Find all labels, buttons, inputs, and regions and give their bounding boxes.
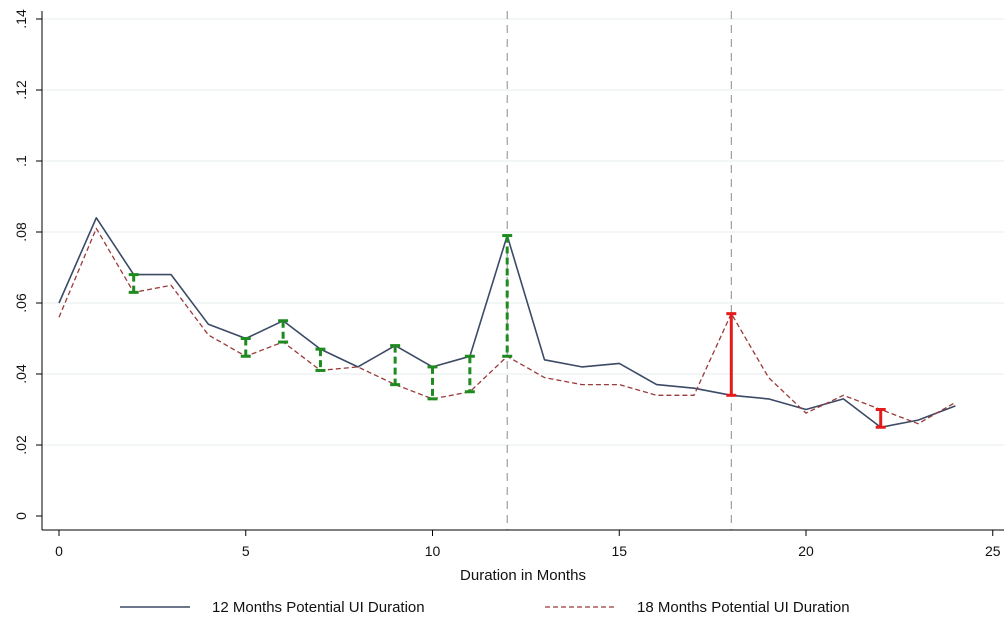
difference-bar — [875, 408, 886, 429]
x-tick-label: 5 — [242, 543, 250, 559]
x-tick-label: 15 — [611, 543, 627, 559]
x-tick-label: 0 — [55, 543, 63, 559]
difference-bars — [128, 234, 886, 429]
x-axis-title: Duration in Months — [460, 567, 586, 584]
y-tick-label: .14 — [13, 9, 29, 29]
axes: 0 .02 .04 .06 .08 .1 .12 .14 0 5 10 15 20 25 — [13, 9, 1004, 559]
x-tick-label: 25 — [985, 543, 1001, 559]
gridlines — [42, 18, 1004, 446]
difference-bar — [240, 337, 251, 358]
x-tick-label: 20 — [798, 543, 814, 559]
legend-label-12-months: 12 Months Potential UI Duration — [212, 599, 425, 616]
y-tick-label: .04 — [13, 364, 29, 384]
difference-bar — [502, 234, 513, 358]
difference-bar — [278, 319, 289, 344]
difference-bar — [464, 354, 475, 394]
difference-bar — [128, 273, 139, 294]
difference-bar — [726, 312, 737, 397]
y-tick-label: .02 — [13, 435, 29, 455]
y-tick-label: 0 — [13, 512, 29, 520]
legend-label-18-months: 18 Months Potential UI Duration — [637, 599, 850, 616]
difference-bar — [315, 347, 326, 372]
y-tick-label: .1 — [13, 155, 29, 167]
y-tick-label: .12 — [13, 80, 29, 100]
difference-bar — [390, 344, 401, 387]
y-tick-label: .06 — [13, 293, 29, 313]
x-tick-label: 10 — [425, 543, 441, 559]
difference-bar — [427, 365, 438, 401]
y-tick-label: .08 — [13, 222, 29, 242]
legend: 12 Months Potential UI Duration 18 Month… — [120, 599, 850, 616]
